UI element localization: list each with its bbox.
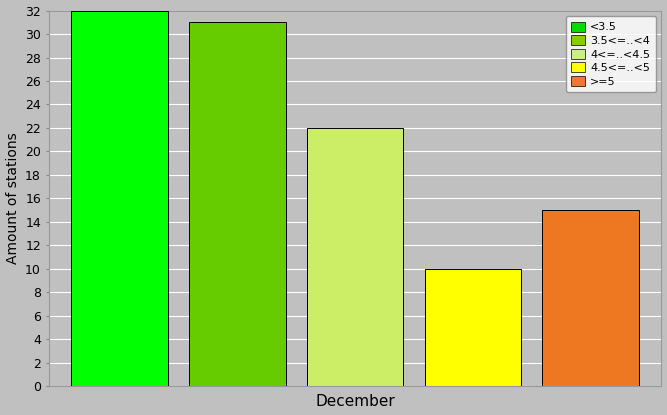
X-axis label: December: December [315,394,395,410]
Bar [307,128,404,386]
Bar [71,10,167,386]
Legend: <3.5, 3.5<=..<4, 4<=..<4.5, 4.5<=..<5, >=5: <3.5, 3.5<=..<4, 4<=..<4.5, 4.5<=..<5, >… [566,16,656,92]
Bar [189,22,285,386]
Y-axis label: Amount of stations: Amount of stations [5,132,19,264]
Bar [425,269,521,386]
Bar [542,210,639,386]
